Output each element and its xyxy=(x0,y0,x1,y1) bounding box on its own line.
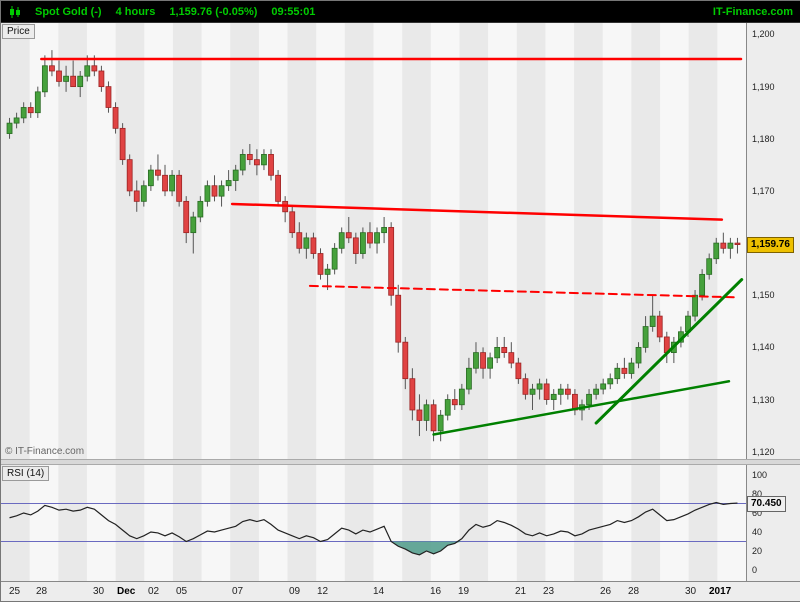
time-axis-label: 14 xyxy=(373,586,385,597)
price-axis-label: 1,150 xyxy=(752,290,775,301)
candlestick-icon xyxy=(9,5,21,19)
time-axis-label: 09 xyxy=(289,586,301,597)
rsi-axis[interactable]: 100 80 60 40 20 0 xyxy=(746,465,800,581)
quote-time: 09:55:01 xyxy=(271,5,316,18)
price-chart[interactable] xyxy=(1,23,746,459)
time-axis[interactable]: 25 28 30 Dec 02 05 07 09 12 14 16 19 21 23 26 28 30 2017 xyxy=(1,581,800,601)
time-axis-label: 16 xyxy=(430,586,442,597)
rsi-axis-label: 40 xyxy=(752,527,763,537)
rsi-panel-label[interactable]: RSI (14) xyxy=(2,466,50,481)
time-axis-label: 02 xyxy=(148,586,160,597)
price-axis-label: 1,170 xyxy=(752,185,775,196)
instrument-name: Spot Gold (-) xyxy=(35,5,102,18)
price-axis-label: 1,200 xyxy=(752,29,775,40)
price-axis-label: 1,130 xyxy=(752,394,775,405)
time-axis-label: 30 xyxy=(685,586,697,597)
last-price-badge: 1,159.76 xyxy=(747,237,794,254)
time-axis-label: 19 xyxy=(458,586,470,597)
time-axis-label: 23 xyxy=(543,586,555,597)
rsi-axis-label: 100 xyxy=(752,470,768,480)
time-axis-label: 28 xyxy=(628,586,640,597)
time-axis-label: 26 xyxy=(600,586,612,597)
copyright-watermark: © IT-Finance.com xyxy=(5,446,85,457)
chart-header: Spot Gold (-) 4 hours 1,159.76 (-0.05%) … xyxy=(1,1,800,23)
time-axis-label: 25 xyxy=(9,586,21,597)
time-axis-label: 07 xyxy=(232,586,244,597)
brand-label: IT-Finance.com xyxy=(712,5,793,18)
rsi-axis-label: 0 xyxy=(752,565,758,575)
rsi-axis-label: 20 xyxy=(752,546,763,556)
timeframe-label: 4 hours xyxy=(115,5,156,18)
time-axis-label: 30 xyxy=(93,586,105,597)
rsi-axis-label: 60 xyxy=(752,508,763,518)
time-axis-label: 21 xyxy=(515,586,527,597)
rsi-value-badge: 70.450 xyxy=(747,496,786,513)
time-axis-label: Dec xyxy=(117,586,136,597)
price-axis-label: 1,120 xyxy=(752,446,775,457)
time-axis-label: 2017 xyxy=(709,586,732,597)
time-axis-label: 12 xyxy=(317,586,329,597)
time-axis-label: 05 xyxy=(176,586,188,597)
price-axis-label: 1,140 xyxy=(752,342,775,353)
price-axis-label: 1,180 xyxy=(752,133,775,144)
panel-divider[interactable] xyxy=(1,459,800,465)
rsi-chart[interactable] xyxy=(1,465,746,581)
time-axis-label: 28 xyxy=(36,586,48,597)
price-panel-label[interactable]: Price xyxy=(2,24,35,39)
rsi-axis-label: 80 xyxy=(752,489,763,499)
last-quote: 1,159.76 (-0.05%) xyxy=(169,5,258,18)
price-axis-label: 1,190 xyxy=(752,81,775,92)
